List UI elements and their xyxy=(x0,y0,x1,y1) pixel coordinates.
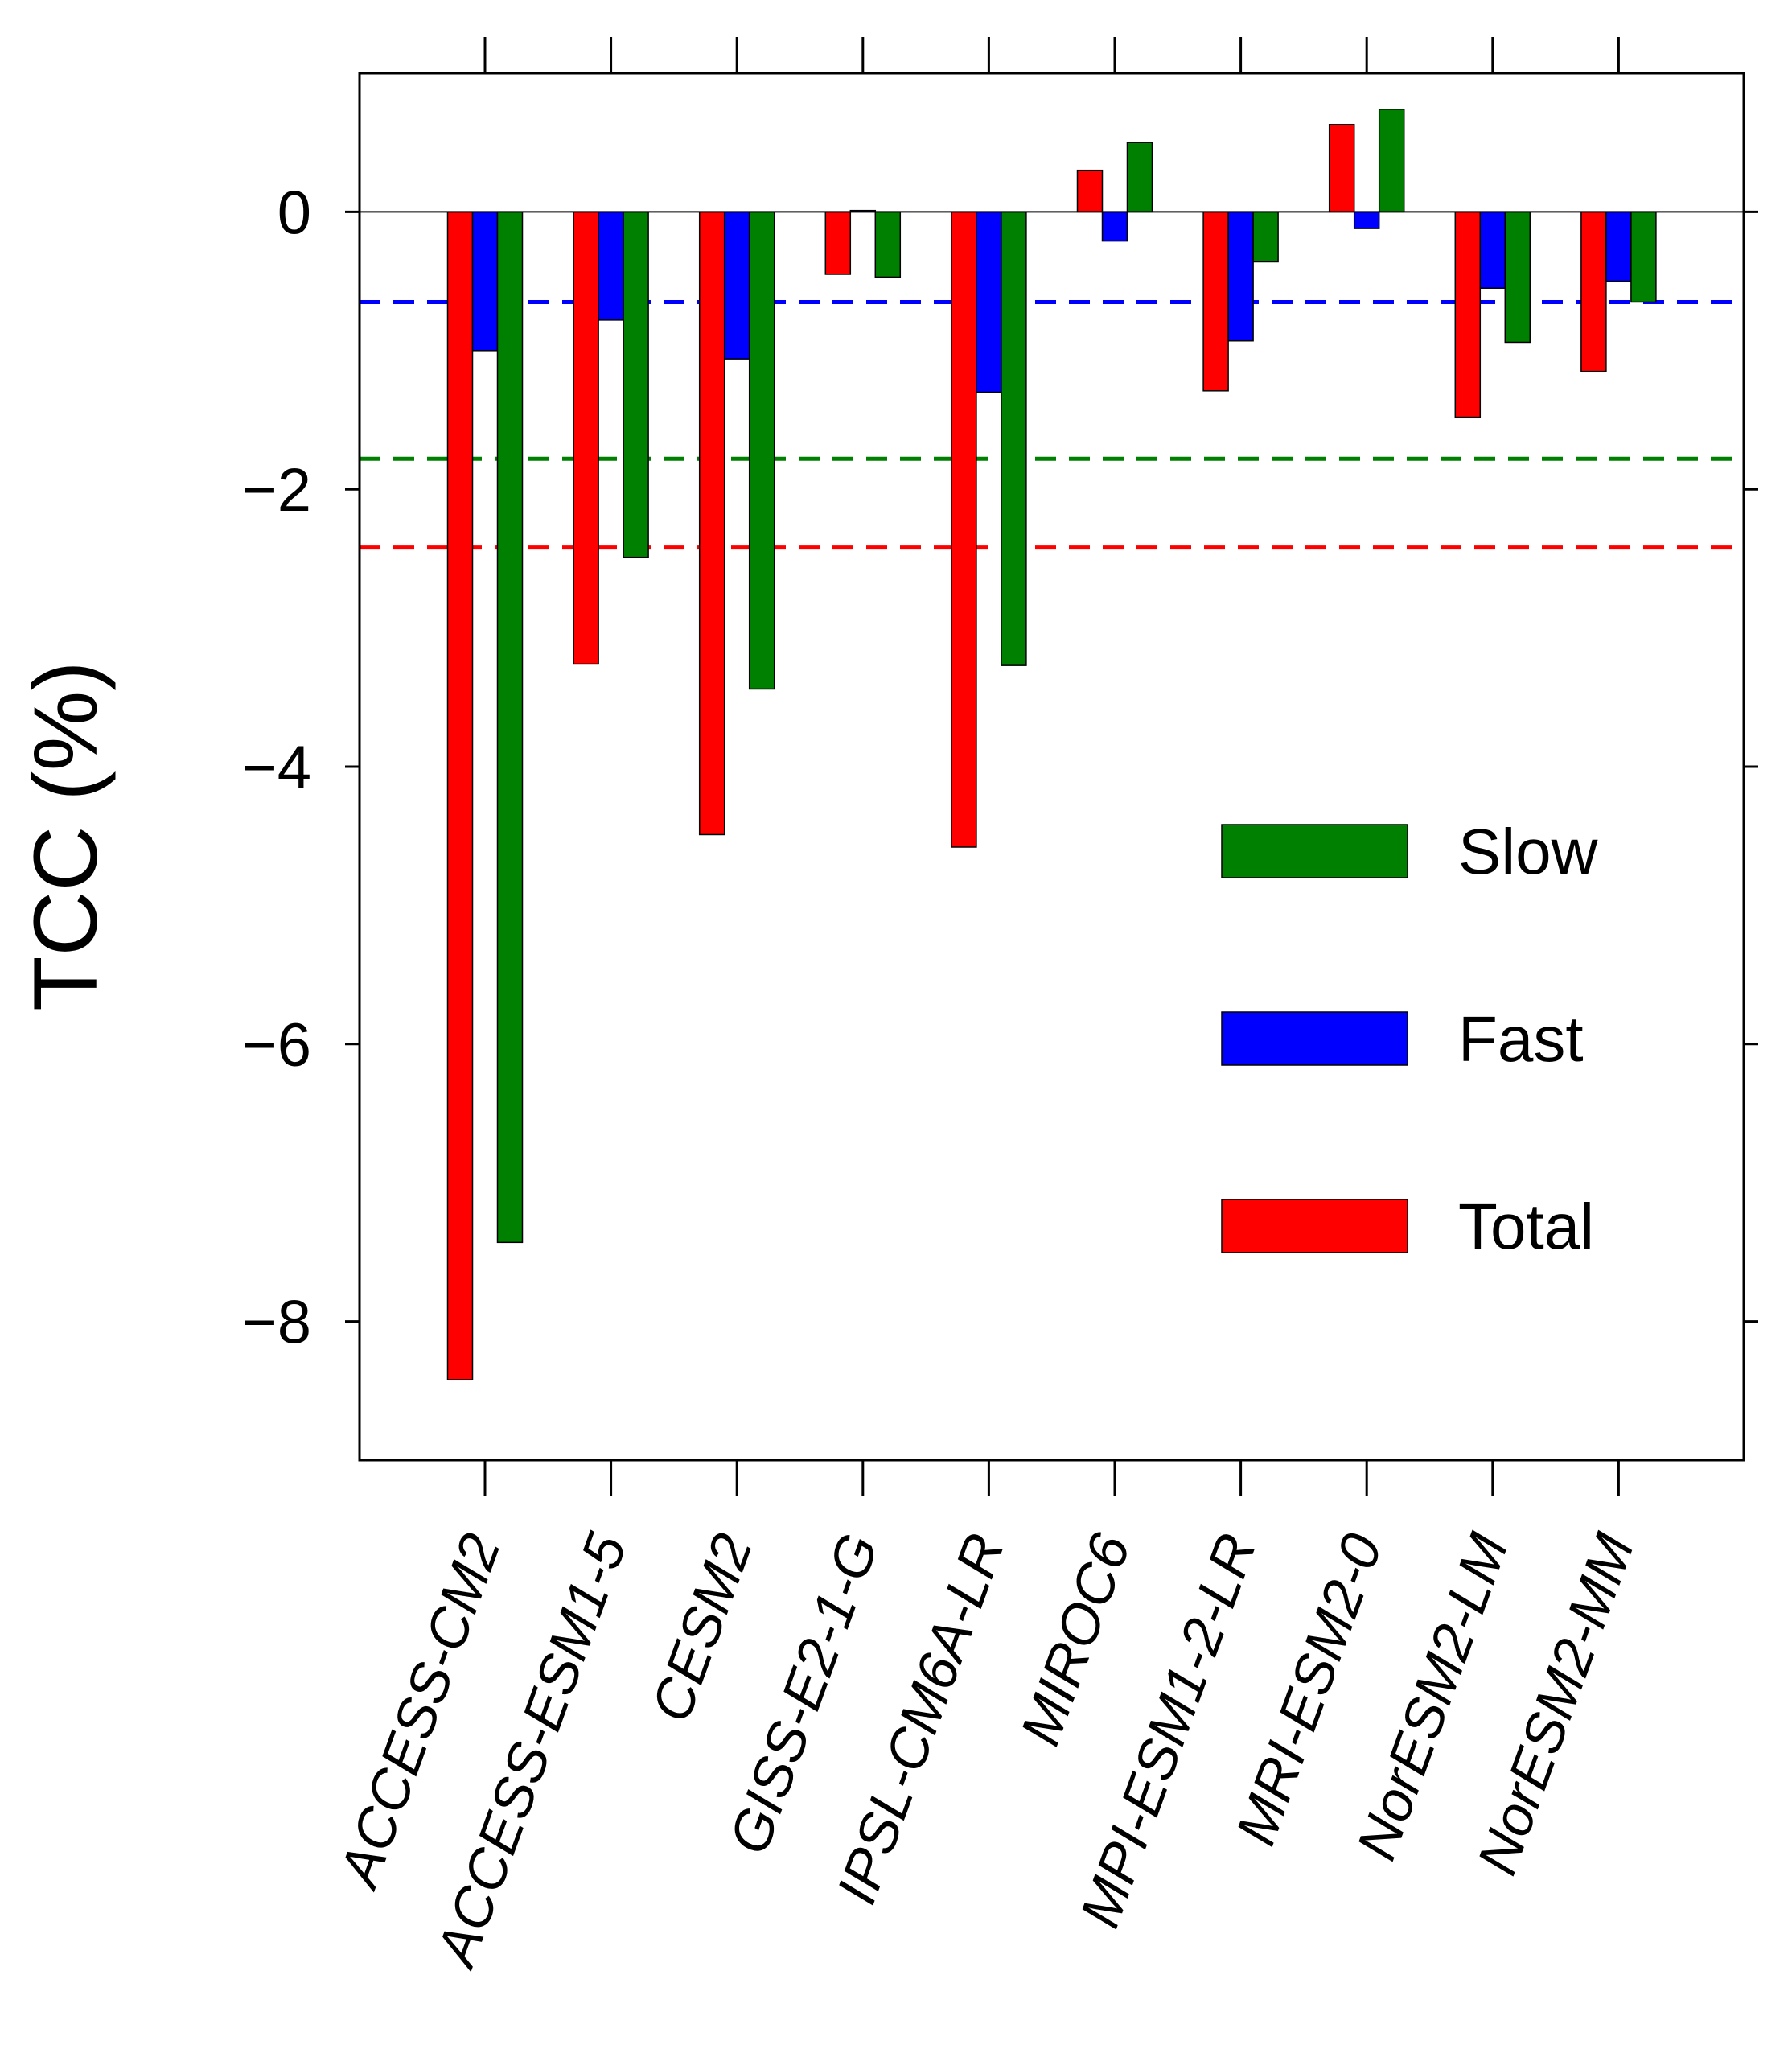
legend-label-total: Total xyxy=(1458,1191,1594,1262)
bar-total-mri-esm2-0 xyxy=(1328,124,1355,213)
legend-label-fast: Fast xyxy=(1458,1003,1584,1075)
bar-total-ipsl-cm6a-lr xyxy=(951,211,977,848)
y-tick-label: 0 xyxy=(277,179,311,247)
legend-swatch-fast xyxy=(1221,1011,1408,1066)
bar-slow-noresm2-lm xyxy=(1504,211,1531,344)
bar-slow-access-cm2 xyxy=(496,211,524,1244)
bar-fast-access-cm2 xyxy=(471,211,499,352)
bar-fast-miroc6 xyxy=(1101,211,1128,242)
x-category-label: CESM2 xyxy=(639,1525,765,1729)
bar-fast-cesm2 xyxy=(723,211,750,360)
bar-total-access-esm1-5 xyxy=(573,211,599,665)
bar-slow-mpi-esm1-2-lr xyxy=(1252,211,1279,263)
bar-total-noresm2-mm xyxy=(1580,211,1607,372)
bar-fast-noresm2-mm xyxy=(1605,211,1632,282)
bar-slow-ipsl-cm6a-lr xyxy=(1001,211,1027,666)
bar-slow-cesm2 xyxy=(748,211,775,690)
bar-fast-noresm2-lm xyxy=(1479,211,1506,289)
bar-slow-mri-esm2-0 xyxy=(1378,109,1405,213)
bar-total-miroc6 xyxy=(1076,169,1104,213)
bar-total-mpi-esm1-2-lr xyxy=(1202,211,1229,392)
legend-label-slow: Slow xyxy=(1458,816,1598,887)
bar-total-access-cm2 xyxy=(446,211,474,1380)
bar-slow-access-esm1-5 xyxy=(623,211,649,558)
bar-fast-access-esm1-5 xyxy=(598,211,624,321)
bar-fast-ipsl-cm6a-lr xyxy=(976,211,1002,393)
y-axis-label: TCC (%) xyxy=(15,660,116,1010)
legend-swatch-slow xyxy=(1221,824,1408,878)
bar-total-cesm2 xyxy=(698,211,725,836)
y-tick-label: −4 xyxy=(241,734,311,802)
legend-swatch-total xyxy=(1221,1199,1408,1253)
x-category-label: MIROC6 xyxy=(1009,1525,1142,1753)
y-tick-label: −2 xyxy=(241,456,311,525)
bar-slow-giss-e2-1-g xyxy=(874,211,902,278)
bar-slow-noresm2-mm xyxy=(1630,211,1657,303)
bar-fast-mpi-esm1-2-lr xyxy=(1227,211,1254,342)
bar-total-giss-e2-1-g xyxy=(824,211,852,275)
bar-total-noresm2-lm xyxy=(1454,211,1482,418)
y-tick-label: −6 xyxy=(241,1011,311,1080)
y-tick-label: −8 xyxy=(241,1289,311,1357)
bar-fast-mri-esm2-0 xyxy=(1353,211,1380,229)
bar-slow-miroc6 xyxy=(1126,142,1153,213)
